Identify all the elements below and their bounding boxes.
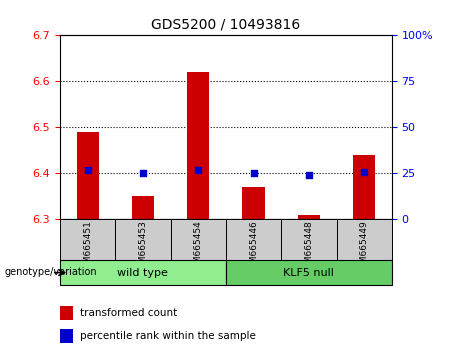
Text: wild type: wild type: [118, 268, 168, 278]
Bar: [337, 219, 392, 260]
Bar: [60, 329, 73, 343]
Bar: [226, 219, 281, 260]
Bar: [226, 260, 392, 285]
Point: [250, 171, 257, 176]
Text: KLF5 null: KLF5 null: [284, 268, 334, 278]
Text: percentile rank within the sample: percentile rank within the sample: [80, 331, 256, 341]
Bar: [60, 260, 226, 285]
Point: [305, 172, 313, 178]
Bar: [171, 219, 226, 260]
Text: genotype/variation: genotype/variation: [5, 267, 97, 277]
Point: [139, 171, 147, 176]
Bar: [353, 155, 375, 219]
Bar: [115, 219, 171, 260]
Bar: [77, 132, 99, 219]
Text: GSM665454: GSM665454: [194, 220, 203, 275]
Text: GSM665449: GSM665449: [360, 220, 369, 275]
Text: transformed count: transformed count: [80, 308, 177, 318]
Bar: [187, 72, 209, 219]
Bar: [298, 215, 320, 219]
Text: GSM665453: GSM665453: [138, 220, 148, 275]
Bar: [132, 196, 154, 219]
Point: [195, 167, 202, 173]
Title: GDS5200 / 10493816: GDS5200 / 10493816: [151, 17, 301, 32]
Text: GSM665446: GSM665446: [249, 220, 258, 275]
Bar: [242, 187, 265, 219]
Point: [361, 169, 368, 175]
Bar: [60, 219, 115, 260]
Bar: [281, 219, 337, 260]
Bar: [60, 306, 73, 320]
Point: [84, 167, 91, 173]
Text: GSM665451: GSM665451: [83, 220, 92, 275]
Text: GSM665448: GSM665448: [304, 220, 313, 275]
